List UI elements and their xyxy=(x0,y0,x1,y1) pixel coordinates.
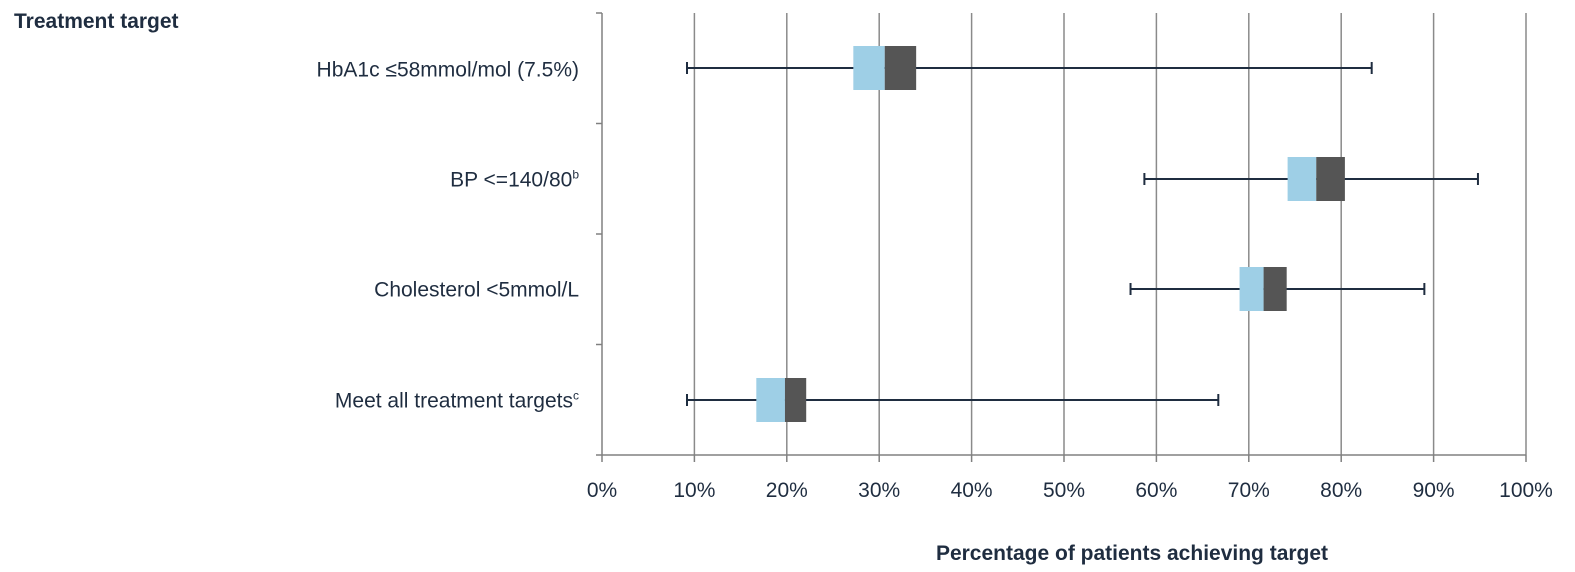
box-upper-quartile xyxy=(1316,157,1345,201)
category-label-hba1c: HbA1c ≤58mmol/mol (7.5%) xyxy=(317,58,579,83)
box-lower-quartile xyxy=(853,46,885,90)
category-label-text: HbA1c ≤58mmol/mol (7.5%) xyxy=(316,58,579,82)
box-lower-quartile xyxy=(1239,267,1264,311)
x-axis-title: Percentage of patients achieving target xyxy=(935,542,1329,565)
x-tick-label: 0% xyxy=(587,479,617,502)
box-upper-quartile xyxy=(1263,267,1287,311)
box-upper-quartile xyxy=(784,378,807,422)
box-lower-quartile xyxy=(1287,157,1317,201)
category-label-all-targets: Meet all treatment targetsc xyxy=(335,389,579,414)
category-label-text: Cholesterol <5mmol/L xyxy=(374,278,579,302)
category-label-text: BP <=140/80 xyxy=(450,168,573,192)
x-tick-label: 10% xyxy=(673,479,715,502)
category-label-footnote: b xyxy=(572,167,579,182)
x-tick-label: 30% xyxy=(858,479,900,502)
x-tick-label: 90% xyxy=(1413,479,1455,502)
x-tick-label: 70% xyxy=(1228,479,1270,502)
x-tick-label: 80% xyxy=(1320,479,1362,502)
category-label-cholesterol: Cholesterol <5mmol/L xyxy=(374,278,579,303)
y-axis-title: Treatment target xyxy=(14,10,179,33)
x-tick-label: 40% xyxy=(951,479,993,502)
x-tick-label: 100% xyxy=(1499,479,1553,502)
box-lower-quartile xyxy=(756,378,785,422)
category-label-text: Meet all treatment targets xyxy=(334,389,573,413)
x-tick-label: 50% xyxy=(1043,479,1085,502)
category-label-footnote: c xyxy=(573,388,579,403)
x-tick-label: 20% xyxy=(766,479,808,502)
box-upper-quartile xyxy=(884,46,917,90)
x-tick-label: 60% xyxy=(1135,479,1177,502)
category-label-bp: BP <=140/80b xyxy=(450,168,579,193)
